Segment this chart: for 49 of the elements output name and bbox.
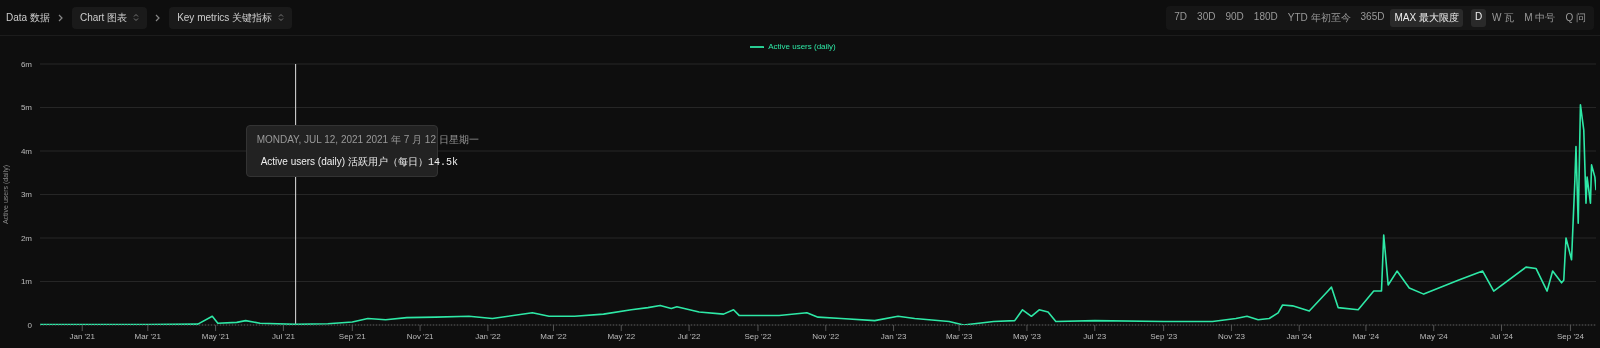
text: D bbox=[1470, 8, 1487, 27]
y-tick-label: 3m bbox=[20, 190, 33, 200]
y-tick-label: 6m bbox=[20, 59, 33, 69]
x-tick-label: Jul '24 bbox=[1490, 331, 1514, 341]
text: 7D bbox=[1173, 9, 1189, 24]
annotation: Active users (daily) 活跃用户（每日） bbox=[260, 155, 428, 169]
x-tick-label: Sep '22 bbox=[744, 331, 772, 341]
x-tick-label: Jan '23 bbox=[880, 331, 907, 341]
x-tick-label: Nov '23 bbox=[1218, 331, 1246, 341]
text: W 瓦 bbox=[1491, 10, 1516, 25]
x-tick-label: May '21 bbox=[201, 331, 231, 341]
x-tick-label: Jan '22 bbox=[475, 331, 502, 341]
x-tick-label: Mar '22 bbox=[540, 331, 568, 341]
text: 30D bbox=[1196, 9, 1217, 24]
text: Chart 图表 bbox=[79, 10, 128, 25]
x-tick-label: Mar '24 bbox=[1352, 331, 1380, 341]
text: 180D bbox=[1252, 9, 1279, 24]
x-tick-label: Nov '22 bbox=[812, 331, 840, 341]
x-tick-label: Nov '21 bbox=[406, 331, 435, 341]
y-tick-label: 5m bbox=[20, 103, 33, 113]
x-tick-label: Sep '23 bbox=[1150, 331, 1178, 341]
annotation: MONDAY, JUL 12, 2021 2021 年 7 月 12 日星期一 bbox=[256, 133, 479, 147]
x-tick-label: Mar '21 bbox=[134, 331, 162, 341]
x-tick-label: Jul '22 bbox=[677, 331, 702, 341]
text: MAX 最大限度 bbox=[1390, 8, 1463, 27]
text: Key metrics 关键指标 bbox=[177, 10, 273, 25]
text: Q 问 bbox=[1564, 10, 1587, 25]
y-tick-label: 2m bbox=[20, 233, 33, 243]
text: Data 数据 bbox=[6, 11, 50, 23]
x-tick-label: Sep '21 bbox=[338, 331, 367, 341]
x-tick-label: Jul '21 bbox=[271, 331, 296, 341]
x-tick-label: Jan '24 bbox=[1286, 331, 1313, 341]
legend-label: Active users (daily) bbox=[768, 42, 836, 52]
x-tick-label: May '23 bbox=[1013, 331, 1042, 341]
y-tick-label: 4m bbox=[20, 146, 33, 156]
x-tick-label: Jul '23 bbox=[1083, 331, 1107, 341]
text: YTD 年初至今 bbox=[1286, 10, 1352, 25]
x-tick-label: May '24 bbox=[1419, 331, 1449, 341]
y-tick-label: 0 bbox=[27, 320, 33, 330]
x-tick-label: Jan '21 bbox=[69, 331, 96, 341]
x-tick-label: Mar '23 bbox=[945, 331, 973, 341]
annotation: 14.5k bbox=[427, 156, 458, 168]
x-tick-label: May '22 bbox=[607, 331, 636, 341]
text: 90D bbox=[1224, 9, 1245, 24]
text: 365D bbox=[1359, 9, 1386, 24]
y-tick-label: 1m bbox=[20, 277, 33, 287]
line-series bbox=[40, 104, 1596, 325]
text: M 中号 bbox=[1523, 10, 1557, 25]
x-tick-label: Sep '24 bbox=[1556, 331, 1585, 341]
